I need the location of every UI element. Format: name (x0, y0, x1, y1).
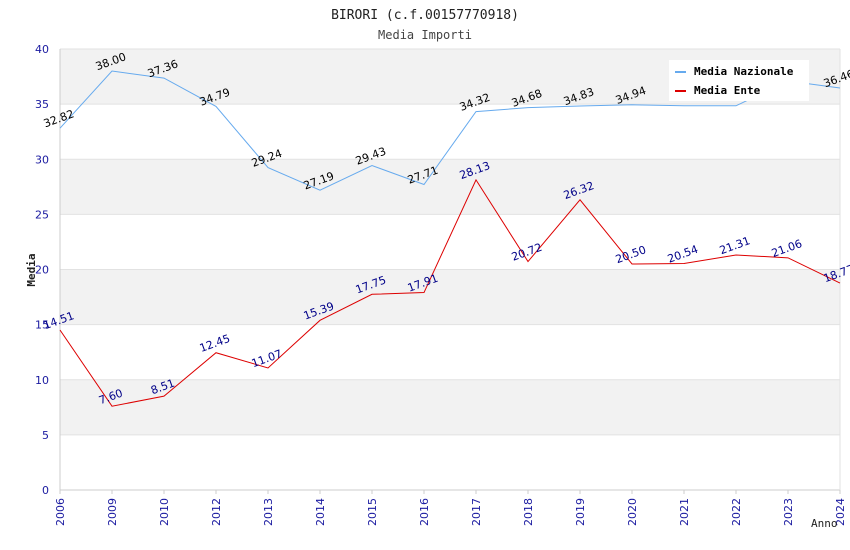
y-tick-label: 40 (35, 43, 49, 56)
y-tick-label: 0 (42, 484, 49, 497)
x-tick-label: 2013 (262, 498, 275, 526)
chart-title: BIRORI (c.f.00157770918) (331, 8, 519, 23)
x-tick-labels: 2006 2009 2010 2012 2013 2014 2015 2016 2017 2018… (54, 490, 847, 526)
y-tick-label: 20 (35, 264, 49, 277)
x-tick-label: 2009 (106, 498, 119, 526)
axes (59, 49, 841, 491)
x-tick-label: 2015 (366, 498, 379, 526)
legend-box (669, 60, 809, 101)
y-axis-label: Media (25, 253, 38, 286)
grid-band (60, 159, 840, 215)
grid-band (60, 379, 840, 435)
grid-bands (60, 49, 840, 435)
x-tick-label: 2012 (210, 498, 223, 526)
x-tick-label: 2016 (418, 498, 431, 526)
y-tick-label: 35 (35, 98, 49, 111)
legend: Media Nazionale Media Ente (669, 60, 809, 101)
x-tick-label: 2018 (522, 498, 535, 526)
data-label: 11.07 (250, 347, 284, 370)
grid-band (60, 269, 840, 325)
chart-subtitle: Media Importi (378, 28, 472, 42)
x-tick-label: 2023 (782, 498, 795, 526)
x-tick-label: 2021 (678, 498, 691, 526)
x-tick-label: 2006 (54, 498, 67, 526)
data-label: 12.45 (198, 332, 232, 355)
y-tick-label: 5 (42, 429, 49, 442)
x-tick-label: 2010 (158, 498, 171, 526)
x-tick-label: 2019 (574, 498, 587, 526)
legend-label-ente: Media Ente (694, 84, 761, 97)
legend-label-nazionale: Media Nazionale (694, 65, 794, 78)
series-line-1 (59, 178, 841, 407)
data-label: 21.31 (718, 234, 752, 257)
series-line-0 (59, 70, 841, 191)
x-tick-label: 2017 (470, 498, 483, 526)
x-tick-label: 2020 (626, 498, 639, 526)
y-tick-label: 25 (35, 208, 49, 221)
x-axis-label: Anno (811, 517, 838, 530)
data-label: 20.54 (666, 243, 700, 266)
x-tick-label: 2014 (314, 498, 327, 526)
y-tick-label: 10 (35, 374, 49, 387)
y-tick-label: 30 (35, 153, 49, 166)
y-tick-label: 15 (35, 319, 49, 332)
x-tick-label: 2022 (730, 498, 743, 526)
y-tick-labels: 0 5 10 15 20 25 30 35 40 (35, 43, 49, 497)
data-label: 21.06 (770, 237, 804, 260)
x-tick-label: 2024 (834, 498, 847, 526)
series-lines (59, 70, 841, 407)
data-label: 14.51 (42, 309, 76, 332)
